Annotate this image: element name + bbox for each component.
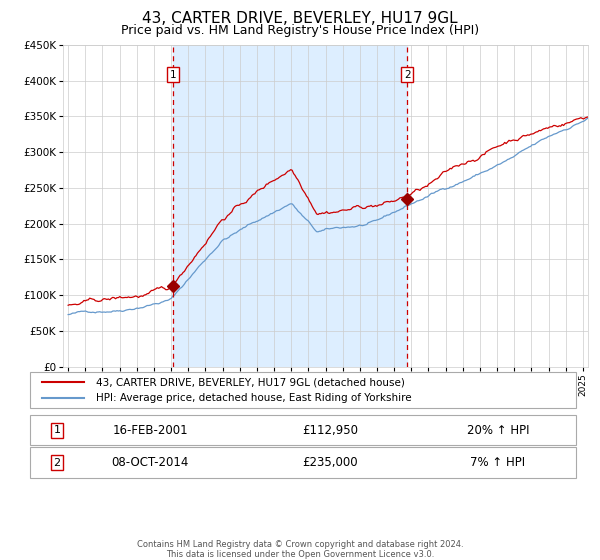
- Text: Contains HM Land Registry data © Crown copyright and database right 2024.: Contains HM Land Registry data © Crown c…: [137, 540, 463, 549]
- Text: This data is licensed under the Open Government Licence v3.0.: This data is licensed under the Open Gov…: [166, 550, 434, 559]
- Text: £112,950: £112,950: [302, 423, 358, 437]
- Text: 20% ↑ HPI: 20% ↑ HPI: [467, 423, 529, 437]
- Text: 08-OCT-2014: 08-OCT-2014: [112, 456, 188, 469]
- Text: 2: 2: [53, 458, 61, 468]
- Bar: [173, 45, 407, 367]
- Text: 43, CARTER DRIVE, BEVERLEY, HU17 9GL (detached house): 43, CARTER DRIVE, BEVERLEY, HU17 9GL (de…: [96, 377, 405, 388]
- Text: 2: 2: [404, 70, 410, 80]
- Text: 1: 1: [170, 70, 176, 80]
- Text: 43, CARTER DRIVE, BEVERLEY, HU17 9GL: 43, CARTER DRIVE, BEVERLEY, HU17 9GL: [142, 11, 458, 26]
- Text: Price paid vs. HM Land Registry's House Price Index (HPI): Price paid vs. HM Land Registry's House …: [121, 24, 479, 36]
- Text: HPI: Average price, detached house, East Riding of Yorkshire: HPI: Average price, detached house, East…: [96, 393, 412, 403]
- Text: 7% ↑ HPI: 7% ↑ HPI: [470, 456, 526, 469]
- Text: 1: 1: [53, 425, 61, 435]
- Text: £235,000: £235,000: [302, 456, 358, 469]
- Text: 16-FEB-2001: 16-FEB-2001: [112, 423, 188, 437]
